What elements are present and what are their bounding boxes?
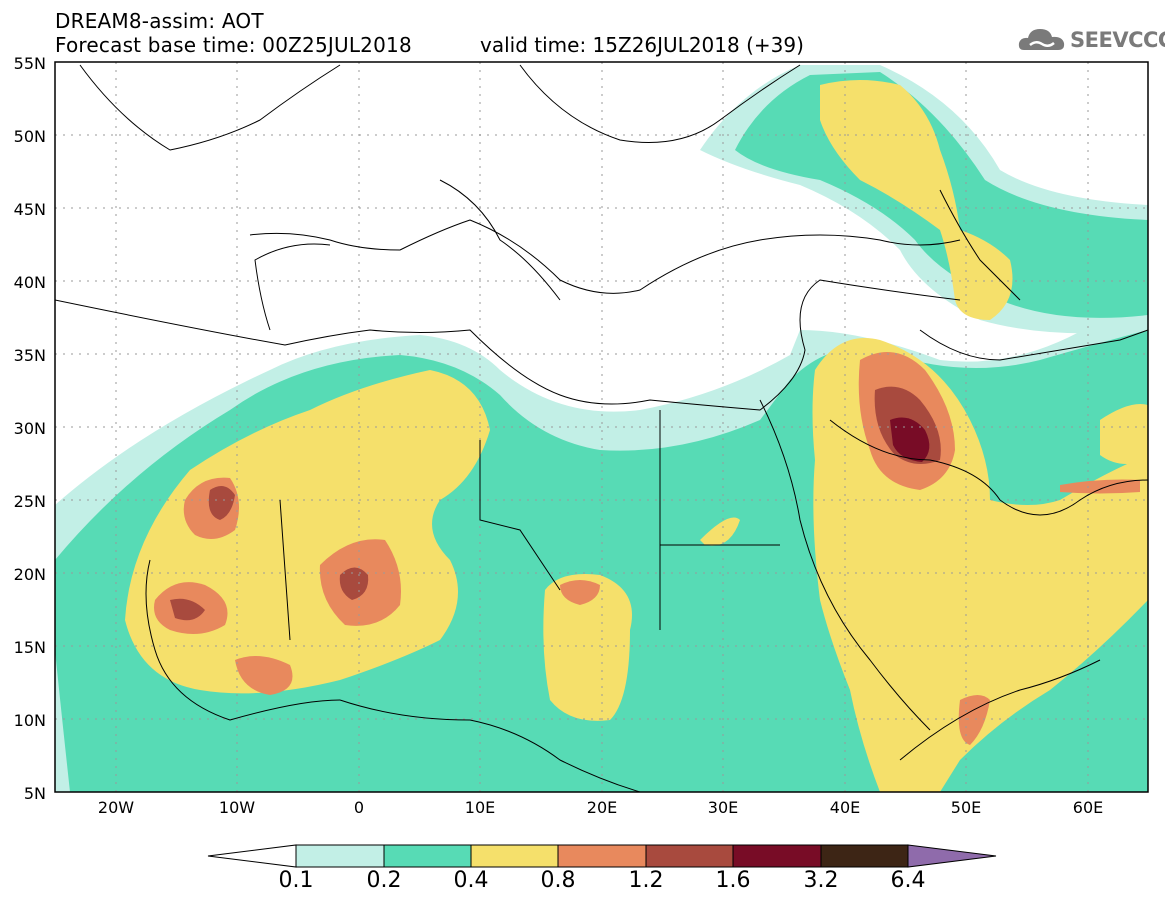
seevccc-logo: SEEVCCC: [1018, 24, 1165, 56]
lon-label-20e: 20E: [586, 798, 618, 817]
colorbar-label: 0.1: [278, 868, 314, 893]
lon-label-40e: 40E: [829, 798, 861, 817]
lat-label-40n: 40N: [13, 273, 46, 292]
lat-label-55n: 55N: [13, 54, 46, 73]
colorbar-bin-4: [557, 844, 647, 868]
forecast-base-time: Forecast base time: 00Z25JUL2018: [55, 33, 412, 57]
logo-text: SEEVCCC: [1070, 28, 1165, 52]
lat-label-30n: 30N: [13, 419, 46, 438]
colorbar-high-arrow: [907, 844, 997, 868]
colorbar-label: 1.6: [715, 868, 751, 893]
cloud-logo-icon: [1018, 29, 1065, 50]
lon-label-30e: 30E: [707, 798, 739, 817]
colorbar-label: 1.2: [628, 868, 664, 893]
coastlines: [55, 64, 1148, 792]
aot-level-1.6: [890, 417, 930, 462]
colorbar-bin-7: [820, 844, 909, 868]
lat-label-20n: 20N: [13, 565, 46, 584]
lat-label-25n: 25N: [13, 492, 46, 511]
map-border: [54, 61, 1149, 793]
lat-label-50n: 50N: [13, 127, 46, 146]
lat-label-35n: 35N: [13, 346, 46, 365]
lon-label-20w: 20W: [97, 798, 135, 817]
colorbar-label: 0.8: [540, 868, 576, 893]
lat-label-15n: 15N: [13, 638, 46, 657]
lon-label-10e: 10E: [464, 798, 496, 817]
colorbar-label: 6.4: [890, 868, 926, 893]
colorbar-low-arrow: [207, 844, 297, 868]
colorbar: [207, 844, 997, 868]
lon-label-0: 0: [353, 798, 365, 817]
colorbar-bin-6: [732, 844, 822, 868]
colorbar-label: 3.2: [803, 868, 839, 893]
colorbar-label: 0.2: [366, 868, 402, 893]
lon-label-60e: 60E: [1072, 798, 1104, 817]
aot-field: [55, 65, 1148, 792]
map-title: DREAM8-assim: AOT: [55, 9, 264, 33]
graticule: [55, 62, 1148, 792]
colorbar-bin-5: [645, 844, 734, 868]
valid-time: valid time: 15Z26JUL2018 (+39): [480, 33, 804, 57]
lon-label-50e: 50E: [950, 798, 982, 817]
colorbar-bin-2: [383, 844, 472, 868]
lat-label-10n: 10N: [13, 711, 46, 730]
colorbar-bin-1: [295, 844, 385, 868]
colorbar-bin-3: [470, 844, 559, 868]
lat-label-5n: 5N: [23, 784, 46, 803]
lon-label-10w: 10W: [218, 798, 256, 817]
colorbar-label: 0.4: [453, 868, 489, 893]
lat-label-45n: 45N: [13, 200, 46, 219]
